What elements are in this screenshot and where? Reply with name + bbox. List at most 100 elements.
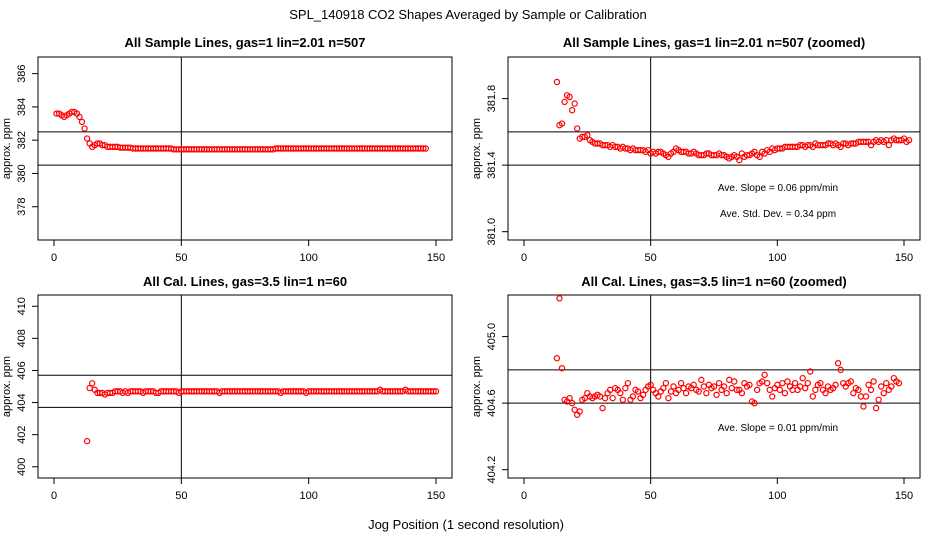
y-axis-label: approx. ppm [1, 118, 13, 179]
panels: All Sample Lines, gas=1 lin=2.01 n=507 0 5… [1, 35, 921, 502]
data-point [665, 394, 672, 402]
y-tick-label: 384 [16, 98, 28, 116]
data-point [850, 389, 857, 397]
data-point [888, 383, 895, 390]
data-point [878, 383, 885, 390]
data-point [81, 125, 88, 132]
y-axis-label: approx. ppm [1, 356, 13, 417]
y-tick-label: 402 [16, 425, 28, 443]
y-tick-label: 404.2 [486, 456, 498, 484]
data-point [802, 384, 809, 392]
data-point [872, 404, 880, 412]
data-point [622, 384, 629, 392]
data-point [655, 393, 662, 400]
y-tick-label: 408 [16, 329, 28, 347]
y-axis-label: approx. ppm [471, 356, 483, 417]
y-tick-label: 405.0 [486, 323, 498, 351]
x-tick-label: 150 [427, 252, 445, 264]
x-tick-label: 0 [51, 490, 57, 502]
data-point [78, 118, 86, 126]
data-points [53, 108, 430, 153]
data-point [617, 389, 624, 397]
x-tick-label: 50 [645, 490, 657, 502]
data-point [553, 355, 561, 362]
panel-1: All Sample Lines, gas=1 lin=2.01 n=507 0 5… [1, 35, 453, 264]
panel-4: All Cal. Lines, gas=3.5 lin=1 n=60 (zoom… [471, 274, 921, 502]
data-points [553, 295, 903, 418]
x-tick-label: 150 [427, 490, 445, 502]
panel-title: All Sample Lines, gas=1 lin=2.01 n=507 [125, 35, 366, 50]
data-point [832, 381, 839, 389]
data-point [561, 98, 568, 106]
data-point [804, 379, 811, 387]
data-point [822, 389, 829, 397]
data-point [660, 384, 667, 392]
data-point [781, 389, 789, 397]
data-point [809, 393, 817, 400]
data-point [895, 379, 903, 387]
data-point [728, 384, 735, 392]
data-point [855, 386, 862, 394]
panel-3: All Cal. Lines, gas=3.5 lin=1 n=60 0 50 100… [1, 274, 453, 502]
y-tick-label: 378 [16, 198, 28, 216]
y-tick-label: 404 [16, 393, 28, 411]
data-point [905, 136, 913, 144]
data-point [574, 125, 581, 132]
data-point [422, 145, 430, 152]
data-point [731, 378, 738, 385]
data-point [629, 393, 637, 400]
data-point [571, 100, 578, 107]
data-point [764, 379, 771, 387]
panel-annotation: Ave. Std. Dev. = 0.34 ppm [720, 209, 836, 220]
data-points [553, 78, 913, 164]
x-tick-label: 100 [299, 252, 317, 264]
data-point [812, 386, 819, 394]
y-tick-label: 410 [16, 297, 28, 315]
y-tick-label: 404.6 [486, 389, 498, 417]
data-point [817, 379, 824, 387]
data-point [571, 406, 578, 413]
data-point [677, 379, 685, 387]
data-point [738, 389, 746, 397]
x-tick-label: 100 [768, 490, 786, 502]
panel-annotation: Ave. Slope = 0.01 ppm/min [718, 423, 838, 434]
data-point [746, 381, 753, 389]
data-point [83, 135, 91, 142]
data-point [601, 394, 609, 402]
data-point [634, 388, 642, 395]
data-point [698, 376, 705, 384]
data-point [761, 371, 768, 379]
x-tick-label: 100 [768, 252, 786, 264]
data-point [847, 378, 855, 385]
plot-frame [37, 56, 453, 241]
data-point [680, 384, 687, 392]
data-point [430, 388, 437, 395]
data-point [690, 381, 697, 389]
y-tick-label: 381.4 [486, 151, 498, 179]
data-point [875, 396, 882, 404]
plot-frame [507, 56, 921, 241]
panel-2: All Sample Lines, gas=1 lin=2.01 n=507 (… [471, 35, 921, 264]
data-point [799, 374, 806, 382]
x-tick-label: 150 [895, 252, 913, 264]
data-point [756, 153, 763, 161]
plot-frame [37, 294, 453, 479]
data-point [720, 383, 728, 390]
data-point [76, 113, 83, 121]
y-tick-label: 382 [16, 131, 28, 149]
data-point [784, 378, 791, 385]
data-point [834, 360, 842, 367]
x-tick-label: 150 [895, 490, 913, 502]
data-point [703, 389, 710, 397]
data-point [700, 383, 708, 390]
data-point [83, 437, 91, 445]
data-point [624, 379, 632, 387]
x-tick-label: 0 [521, 252, 527, 264]
x-tick-label: 0 [521, 490, 527, 502]
data-point [753, 386, 761, 394]
y-tick-label: 406 [16, 361, 28, 379]
y-tick-label: 381.0 [486, 218, 498, 246]
panel-title: All Sample Lines, gas=1 lin=2.01 n=507 (… [563, 35, 865, 50]
data-point [609, 394, 616, 402]
x-tick-label: 50 [645, 252, 657, 264]
